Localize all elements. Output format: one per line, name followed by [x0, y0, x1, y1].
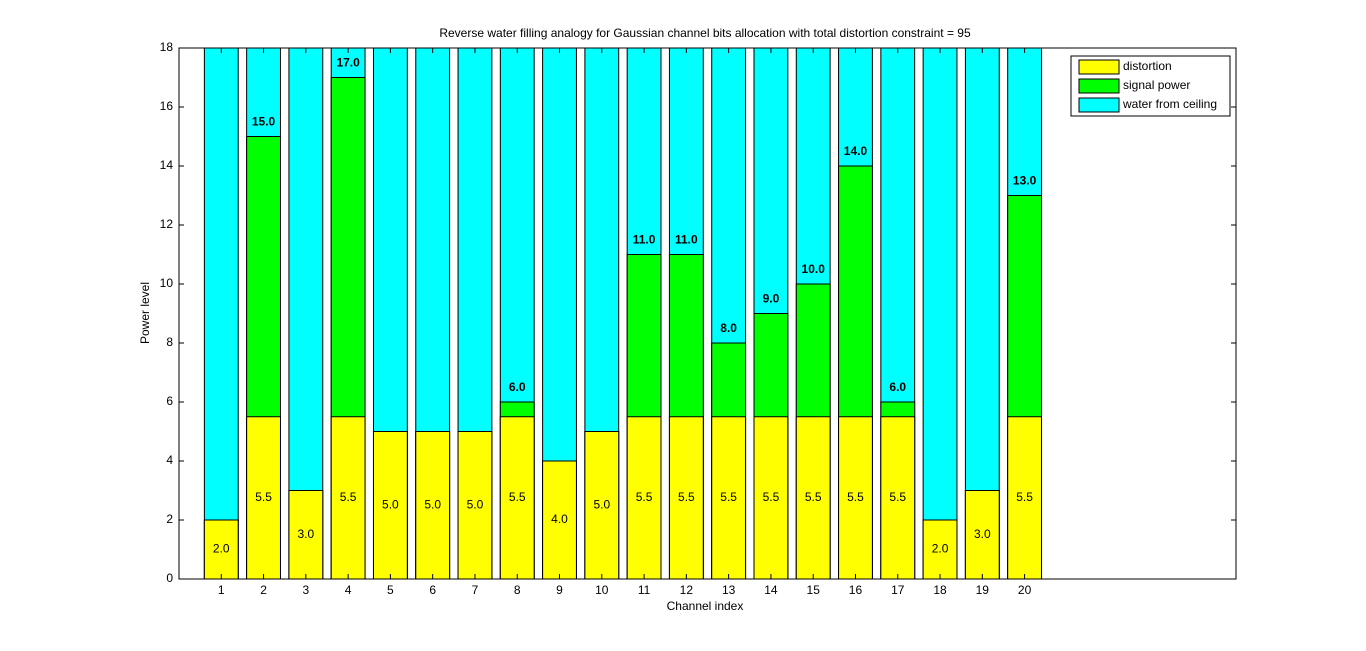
legend-label: signal power — [1123, 78, 1190, 92]
x-tick-label: 11 — [638, 583, 651, 597]
bar — [668, 416, 704, 580]
data-label: 5.5 — [847, 490, 864, 504]
y-tick-label: 18 — [160, 40, 174, 54]
data-label: 8.0 — [720, 321, 737, 335]
x-tick-label: 5 — [387, 583, 394, 597]
x-tick-label: 7 — [472, 583, 479, 597]
data-label: 5.5 — [255, 490, 272, 504]
x-tick-label: 6 — [429, 583, 436, 597]
legend-label: water from ceiling — [1122, 97, 1217, 111]
legend-label: distortion — [1123, 59, 1172, 73]
data-label: 5.5 — [509, 490, 526, 504]
data-label: 5.5 — [340, 490, 357, 504]
bar — [415, 431, 451, 580]
bar — [457, 431, 493, 580]
bar — [711, 416, 747, 580]
data-label: 4.0 — [551, 512, 568, 526]
x-tick-label: 8 — [514, 583, 521, 597]
data-label: 2.0 — [932, 542, 949, 556]
data-label: 5.0 — [382, 497, 399, 511]
data-label: 5.5 — [636, 490, 653, 504]
y-tick-label: 12 — [160, 217, 174, 231]
plot-frame — [178, 47, 1237, 580]
x-tick-label: 18 — [933, 583, 947, 597]
y-tick-label: 0 — [166, 571, 173, 585]
bar — [499, 416, 535, 580]
bar — [753, 416, 789, 580]
bar — [246, 416, 281, 580]
y-tick-label: 10 — [160, 276, 174, 290]
bar — [1007, 416, 1043, 580]
data-label: 5.0 — [593, 497, 610, 511]
x-tick-label: 12 — [680, 583, 694, 597]
legend-swatch — [1078, 78, 1120, 94]
data-label: 5.5 — [720, 490, 737, 504]
bar — [203, 47, 239, 580]
data-label: 11.0 — [633, 233, 656, 247]
data-label: 6.0 — [889, 380, 906, 394]
chart-title: Reverse water filling analogy for Gaussi… — [439, 26, 971, 40]
data-label: 3.0 — [297, 527, 314, 541]
data-label: 11.0 — [675, 233, 698, 247]
data-label: 6.0 — [509, 380, 526, 394]
y-tick-label: 14 — [160, 158, 174, 172]
data-label: 14.0 — [844, 144, 868, 158]
x-axis-label: Channel index — [667, 599, 744, 613]
data-label: 5.5 — [889, 490, 906, 504]
x-tick-label: 4 — [345, 583, 352, 597]
bar — [330, 416, 366, 580]
data-label: 13.0 — [1013, 174, 1037, 188]
data-label: 5.0 — [467, 497, 484, 511]
bar — [372, 431, 408, 580]
data-label: 5.5 — [763, 490, 780, 504]
bar — [838, 416, 873, 580]
y-tick-label: 6 — [166, 394, 173, 408]
x-tick-label: 19 — [976, 583, 990, 597]
bar — [922, 47, 958, 580]
data-label: 9.0 — [763, 292, 780, 306]
x-tick-label: 10 — [595, 583, 609, 597]
data-label: 5.5 — [805, 490, 822, 504]
x-tick-label: 3 — [302, 583, 309, 597]
legend-swatch — [1078, 59, 1120, 75]
x-tick-label: 16 — [849, 583, 863, 597]
data-label: 17.0 — [336, 56, 360, 70]
x-tick-label: 17 — [891, 583, 905, 597]
data-label: 5.5 — [1016, 490, 1033, 504]
x-tick-label: 15 — [807, 583, 821, 597]
y-tick-label: 2 — [166, 512, 173, 526]
x-tick-label: 1 — [218, 583, 225, 597]
bar — [922, 519, 958, 580]
data-label: 10.0 — [802, 262, 826, 276]
data-label: 15.0 — [252, 115, 276, 129]
data-label: 2.0 — [213, 542, 230, 556]
bar — [880, 416, 916, 580]
bar — [626, 416, 662, 580]
data-label: 5.5 — [678, 490, 695, 504]
y-tick-label: 16 — [160, 99, 174, 113]
bar — [542, 460, 577, 580]
bar — [203, 519, 239, 580]
y-tick-label: 8 — [166, 335, 173, 349]
data-label: 3.0 — [974, 527, 991, 541]
y-axis-label: Power level — [138, 282, 152, 344]
x-tick-label: 13 — [722, 583, 736, 597]
x-tick-label: 20 — [1018, 583, 1032, 597]
x-tick-label: 2 — [260, 583, 267, 597]
y-tick-label: 4 — [166, 453, 173, 467]
x-tick-label: 14 — [764, 583, 778, 597]
bar — [584, 431, 620, 580]
data-label: 5.0 — [424, 497, 441, 511]
bar — [288, 490, 324, 580]
legend-swatch — [1078, 97, 1120, 113]
x-tick-label: 9 — [556, 583, 563, 597]
